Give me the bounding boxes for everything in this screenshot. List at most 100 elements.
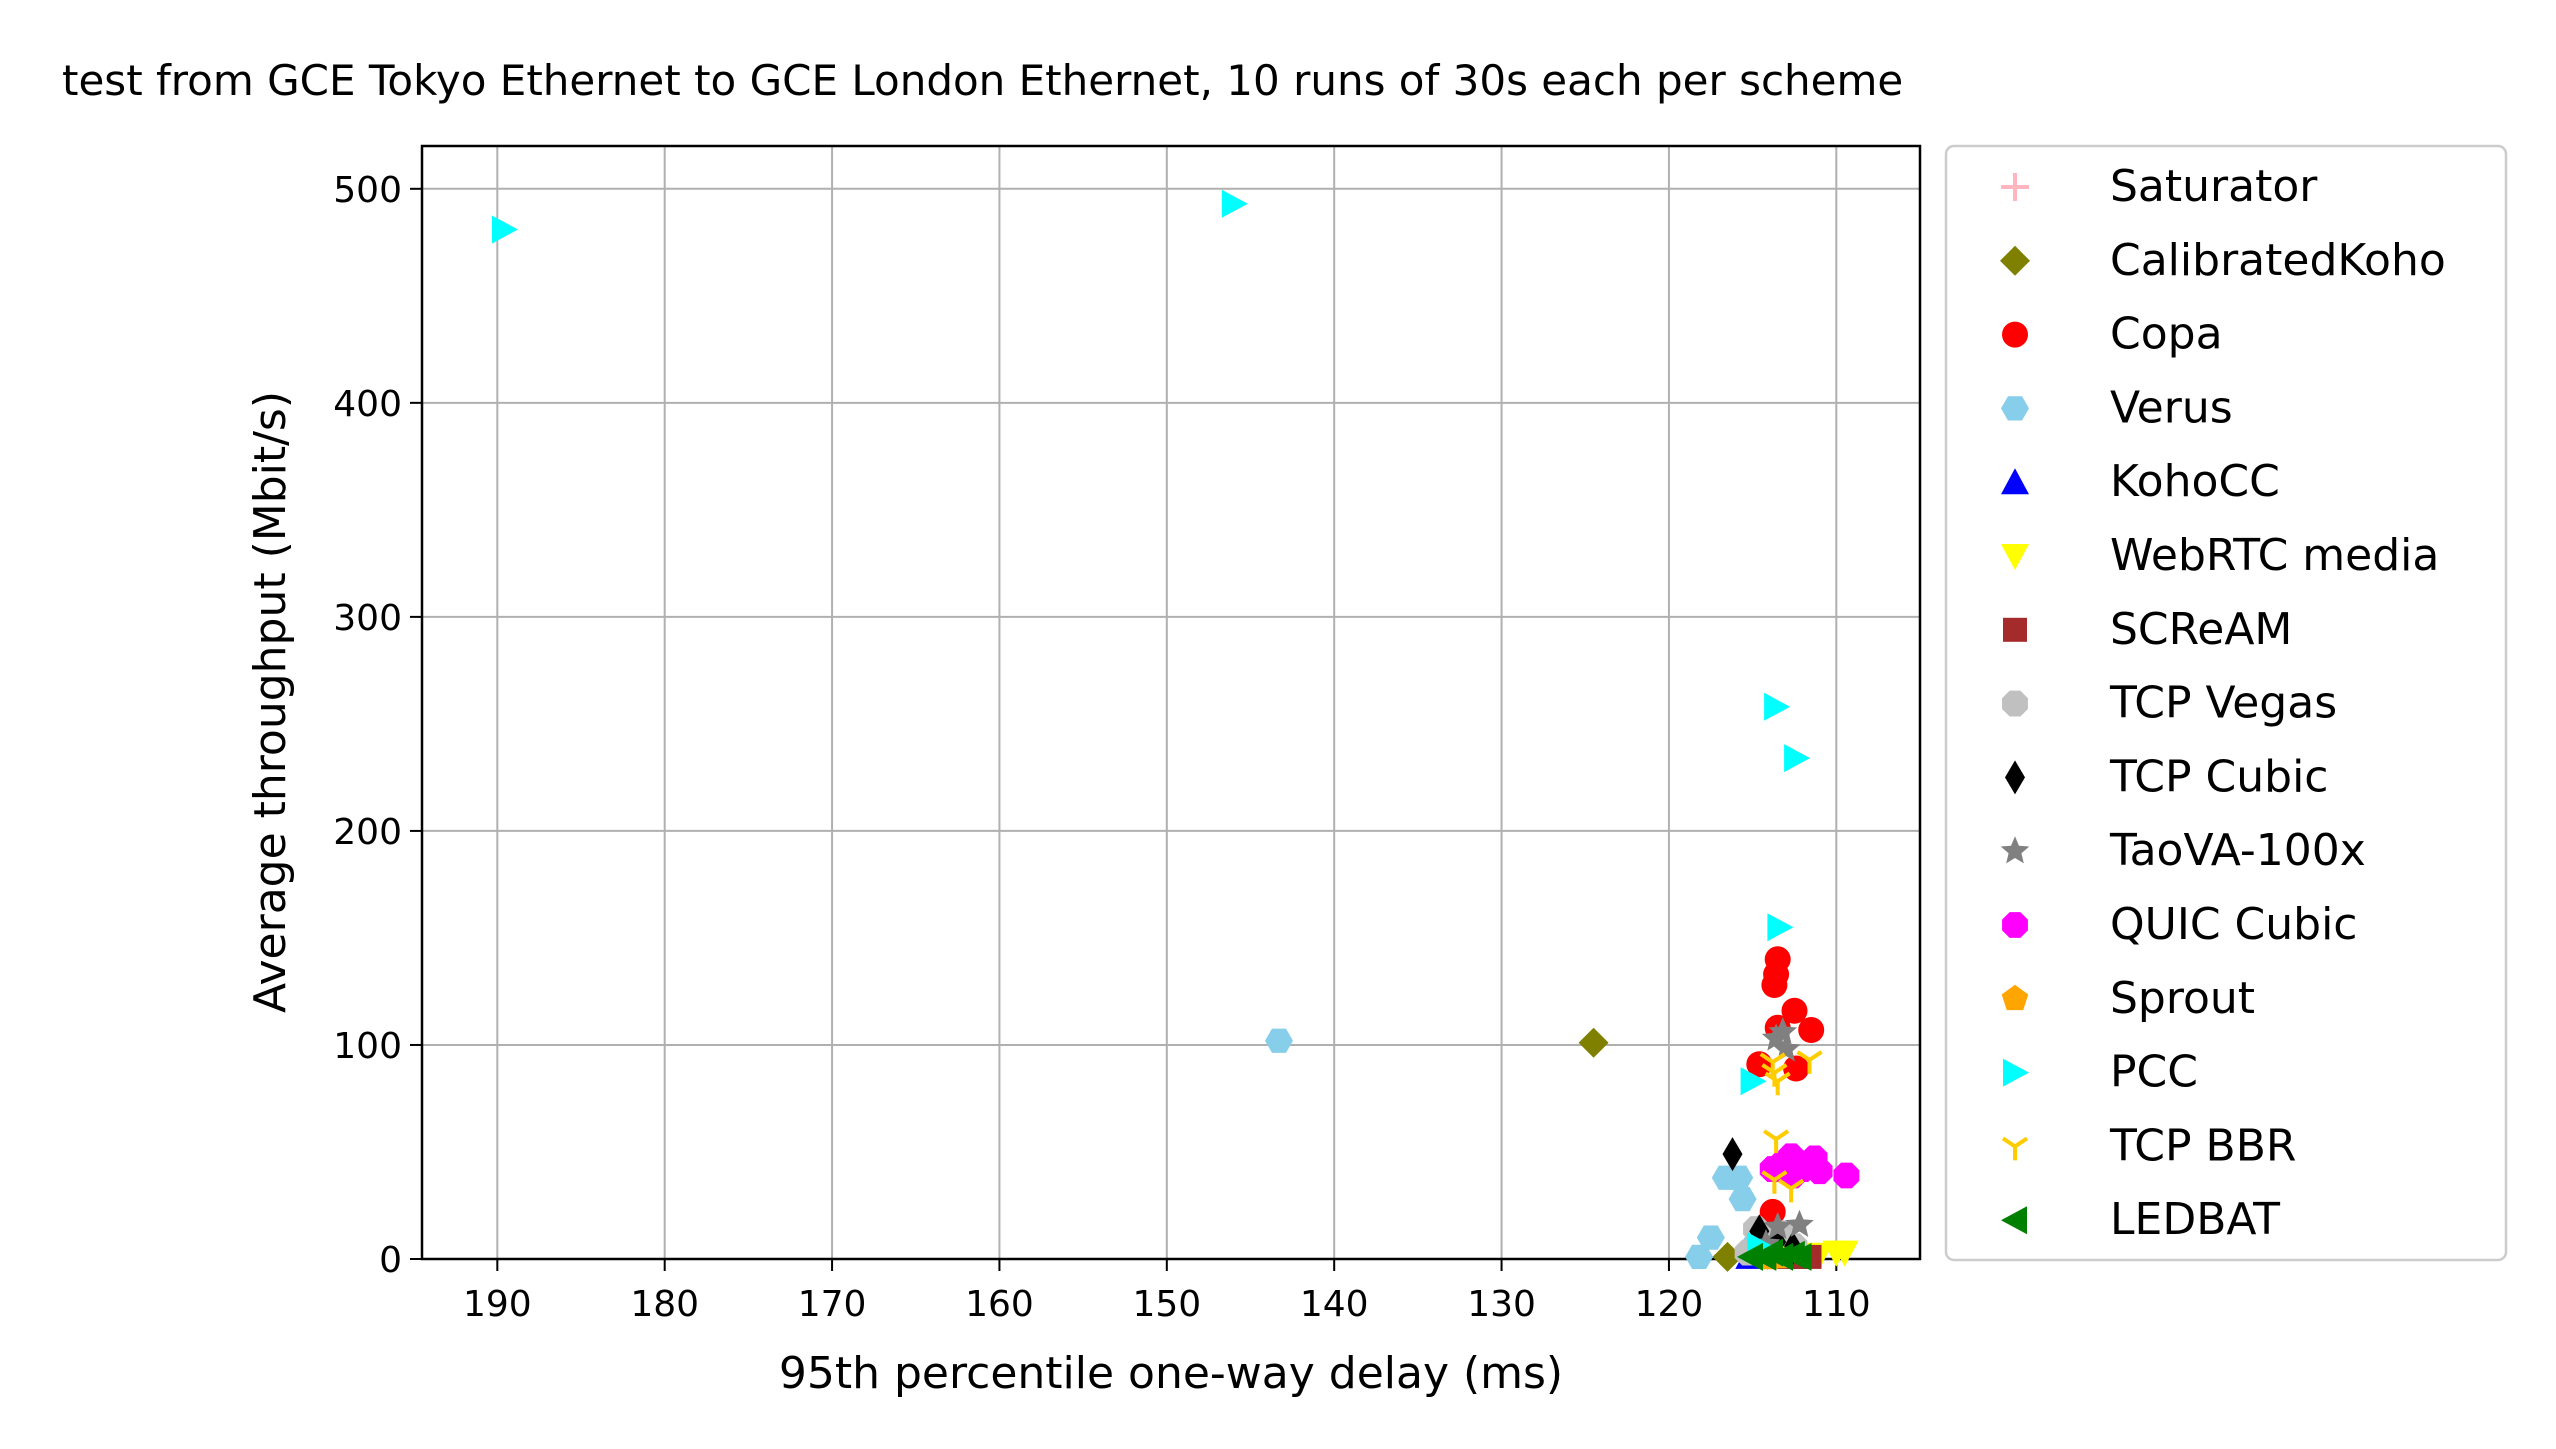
chart-title: test from GCE Tokyo Ethernet to GCE Lond… [62, 56, 1903, 105]
data-point [1685, 1244, 1714, 1270]
legend-item: Copa [2002, 309, 2223, 360]
data-point [1740, 1067, 1767, 1096]
data-point [1796, 1050, 1823, 1074]
data-point [1578, 1027, 1609, 1058]
legend: Saturator CalibratedKoho Copa Verus KohoCC We… [1944, 144, 2508, 1262]
legend-marker [2003, 1058, 2029, 1087]
legend-marker [2001, 468, 2029, 495]
y-axis-label: Average throughput (Mbit/s) [245, 391, 296, 1013]
x-tick-label: 110 [1802, 1284, 1871, 1325]
series-verus [1265, 1028, 1770, 1270]
legend-marker [2001, 1136, 2029, 1161]
x-tick-label: 180 [630, 1284, 699, 1325]
legend-item: TCP Vegas [2002, 678, 2337, 729]
legend-item: Saturator [2001, 161, 2318, 212]
data-point [1221, 189, 1248, 218]
legend-label: Saturator [2110, 161, 2318, 212]
legend-item: Verus [2001, 382, 2233, 433]
data-point [1767, 913, 1794, 942]
x-tick-label: 120 [1635, 1284, 1704, 1325]
data-point [1761, 1170, 1788, 1194]
y-tick-label: 0 [379, 1240, 402, 1281]
legend-label: PCC [2110, 1047, 2198, 1098]
x-axis-ticks: 190 180 170 160 150 140 130 120 110 [463, 1259, 1871, 1325]
data-point [492, 215, 518, 244]
legend-item: PCC [2003, 1047, 2198, 1098]
legend-marker [2002, 690, 2028, 717]
y-tick-label: 500 [333, 170, 402, 211]
legend-item: SCReAM [2003, 604, 2292, 655]
legend-item: TCP Cubic [2005, 751, 2329, 802]
legend-label: TaoVA-100x [2109, 825, 2366, 876]
legend-label: Verus [2110, 382, 2233, 433]
data-point [1806, 1158, 1833, 1185]
legend-item: CalibratedKoho [2000, 235, 2446, 286]
data-point [1762, 1129, 1790, 1154]
legend-marker [2005, 760, 2025, 795]
legend-item: QUIC Cubic [2002, 899, 2357, 950]
data-point [1737, 1242, 1763, 1271]
data-point [1833, 1162, 1860, 1189]
legend-label: CalibratedKoho [2110, 235, 2446, 286]
legend-item: TaoVA-100x [2000, 825, 2366, 876]
legend-item: LEDBAT [2001, 1194, 2280, 1245]
data-point [1696, 1225, 1725, 1250]
data-point [1757, 1238, 1783, 1267]
data-point [1761, 972, 1788, 998]
legend-label: Copa [2110, 309, 2223, 360]
data-point [1725, 1165, 1754, 1190]
y-tick-label: 400 [333, 384, 402, 425]
y-tick-label: 300 [333, 598, 402, 639]
x-tick-label: 190 [463, 1284, 532, 1325]
x-tick-label: 130 [1467, 1284, 1536, 1325]
data-point [1764, 1071, 1791, 1096]
data-point [1728, 1186, 1757, 1212]
x-tick-label: 160 [965, 1284, 1034, 1325]
data-point [1785, 1242, 1812, 1271]
x-axis-label: 95th percentile one-way delay (ms) [779, 1348, 1563, 1399]
legend-marker [2002, 912, 2028, 938]
legend-box [1944, 144, 2508, 1262]
legend-marker [2001, 396, 2029, 421]
legend-marker [2003, 617, 2027, 642]
data-point [1785, 1209, 1814, 1237]
legend-marker [2001, 1206, 2027, 1235]
legend-item: Sprout [2001, 973, 2255, 1024]
series-ledbat [1737, 1238, 1812, 1271]
legend-label: TCP BBR [2109, 1120, 2296, 1171]
legend-item: WebRTC media [2001, 530, 2439, 581]
series-tcp-bbr [1759, 1050, 1823, 1203]
x-tick-label: 140 [1300, 1284, 1369, 1325]
y-axis-ticks: 0 100 200 300 400 500 [333, 170, 422, 1281]
series-pcc [492, 189, 1811, 1261]
legend-label: WebRTC media [2110, 530, 2439, 581]
data-point [1722, 1137, 1743, 1172]
data-point [1798, 1017, 1825, 1043]
plot-area [420, 144, 1922, 1261]
series-quic-cubic [1759, 1143, 1860, 1189]
x-tick-label: 170 [798, 1284, 867, 1325]
legend-item: KohoCC [2001, 456, 2280, 507]
legend-label: TCP Cubic [2109, 751, 2329, 802]
data-point [1777, 1178, 1805, 1203]
legend-label: KohoCC [2110, 456, 2280, 507]
legend-marker [2001, 173, 2029, 201]
x-tick-label: 150 [1132, 1284, 1201, 1325]
data-points [492, 189, 1860, 1272]
y-tick-label: 200 [333, 812, 402, 853]
legend-marker [2000, 836, 2030, 864]
grid-lines [422, 146, 1920, 1260]
legend-label: Sprout [2110, 973, 2255, 1024]
legend-marker [2000, 245, 2030, 276]
data-point [1265, 1028, 1293, 1053]
legend-label: QUIC Cubic [2110, 899, 2357, 950]
data-point [1830, 1240, 1859, 1267]
data-point [1781, 997, 1808, 1024]
legend-marker [2002, 321, 2028, 348]
data-point [1764, 692, 1791, 721]
data-point [1763, 1211, 1792, 1240]
legend-label: SCReAM [2110, 604, 2292, 655]
data-point [1784, 744, 1811, 773]
data-point [1771, 1034, 1801, 1062]
